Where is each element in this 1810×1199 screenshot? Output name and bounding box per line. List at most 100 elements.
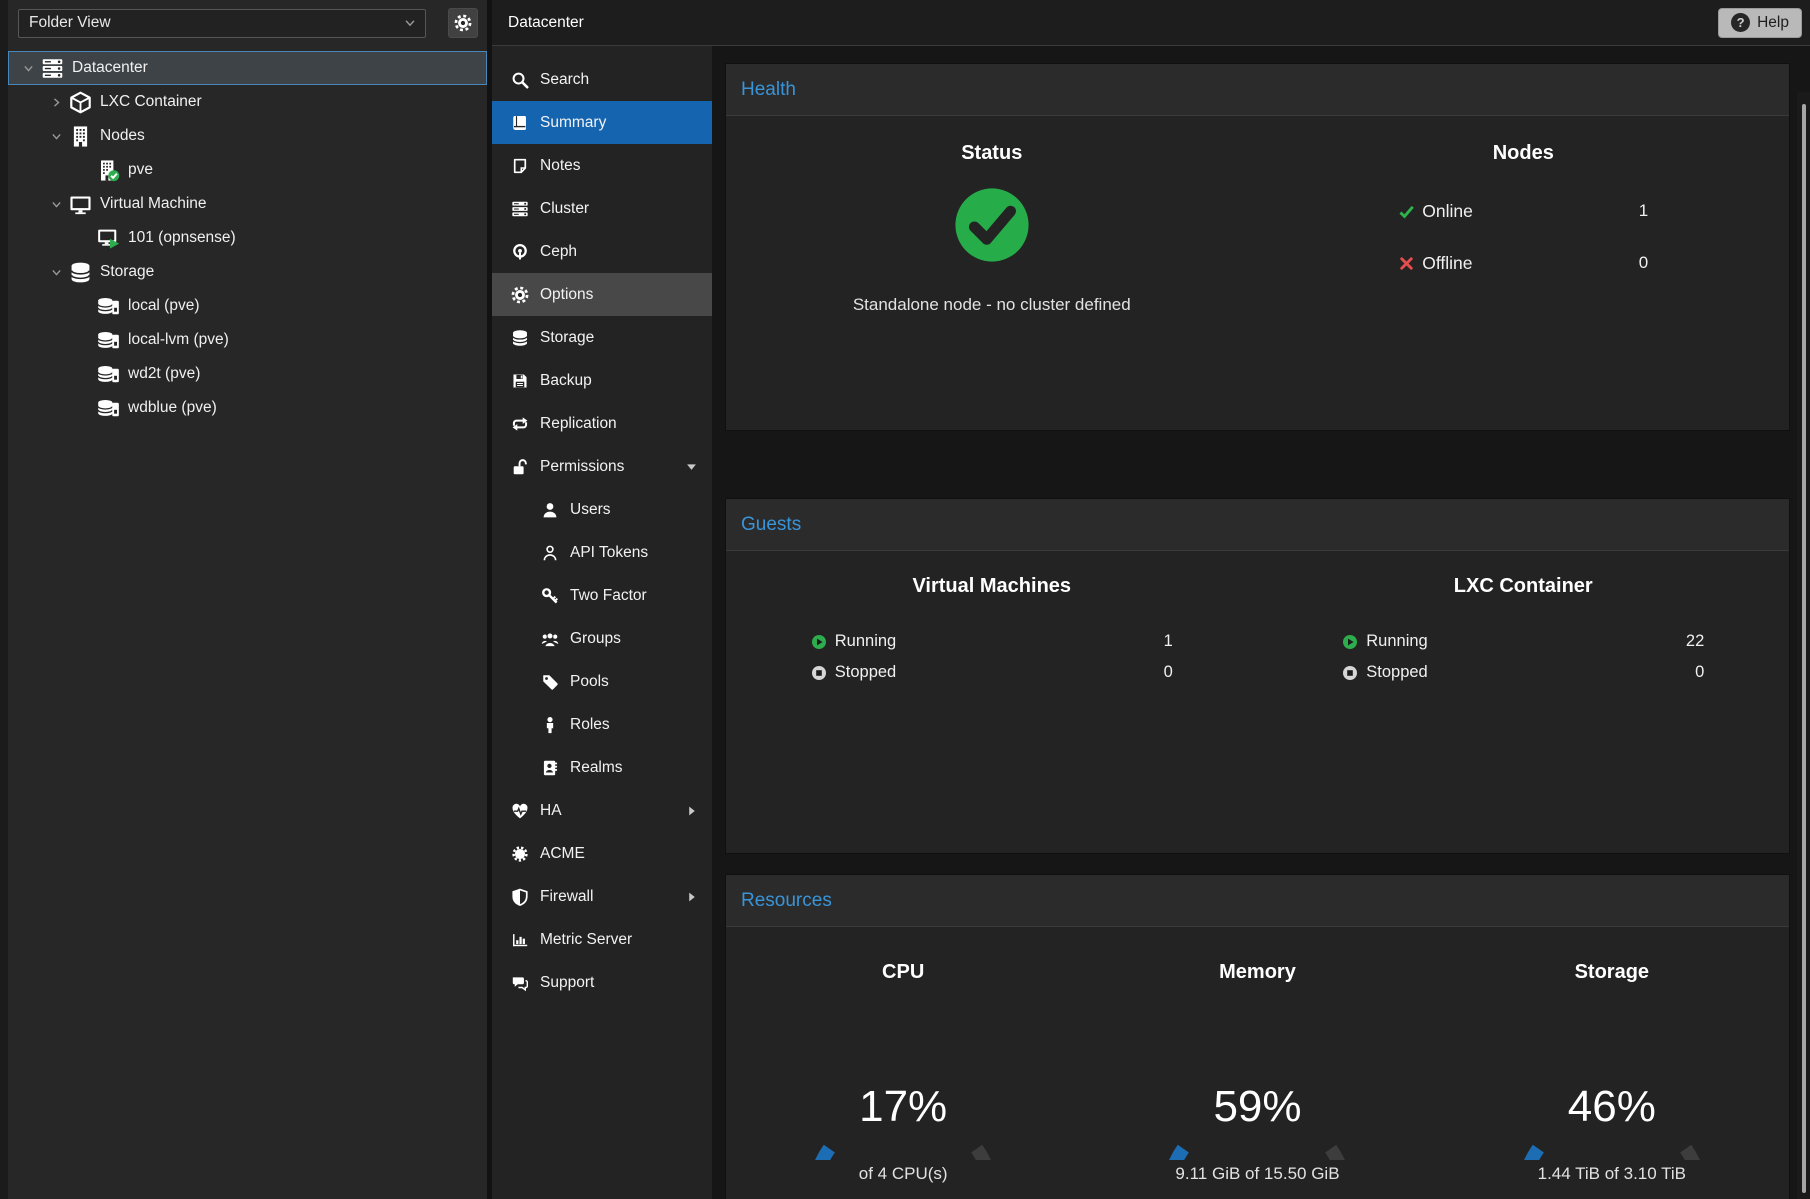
guest-row-count: 0 <box>1695 663 1705 681</box>
tree-settings-button[interactable] <box>448 8 478 38</box>
nav-item-summary[interactable]: Summary <box>492 101 712 144</box>
gauge-heading: CPU <box>882 961 925 983</box>
chevron-down-icon <box>23 65 33 72</box>
note-icon <box>513 158 527 173</box>
vertical-scrollbar[interactable] <box>1797 92 1810 1199</box>
nav-menu: Search Summary Notes Cluster Ceph Options Stor… <box>492 46 712 1199</box>
tree-expander[interactable] <box>45 266 67 279</box>
users-icon <box>541 632 559 647</box>
tree-item-datacenter[interactable]: Datacenter <box>8 51 487 85</box>
nav-item-support[interactable]: Support <box>492 961 712 1004</box>
tree-item-label: local-lvm (pve) <box>128 331 229 348</box>
database-icon <box>512 329 528 346</box>
user-outline-icon <box>543 545 557 560</box>
gauge-arc <box>1523 1144 1700 1160</box>
help-button[interactable]: ? Help <box>1718 7 1802 38</box>
tree-expander[interactable] <box>45 130 67 143</box>
building-icon <box>73 125 87 147</box>
nav-item-groups[interactable]: Groups <box>492 617 712 660</box>
nav-item-realms[interactable]: Realms <box>492 746 712 789</box>
nav-item-label: Metric Server <box>540 930 633 948</box>
tree-item-wd2t-pve[interactable]: wd2t (pve) <box>8 357 487 391</box>
tree-item-101-opnsense[interactable]: 101 (opnsense) <box>8 221 487 255</box>
view-selector-combobox[interactable]: Folder View <box>18 8 426 38</box>
nav-item-search[interactable]: Search <box>492 58 712 101</box>
nav-item-metric-server[interactable]: Metric Server <box>492 918 712 961</box>
nav-item-pools[interactable]: Pools <box>492 660 712 703</box>
server-icon <box>42 58 62 78</box>
nav-item-backup[interactable]: Backup <box>492 359 712 402</box>
tree-item-virtual-machine[interactable]: Virtual Machine <box>8 187 487 221</box>
nav-item-acme[interactable]: ACME <box>492 832 712 875</box>
right-region: Datacenter ? Help Search Summary Notes Clus… <box>492 0 1810 1199</box>
expand-arrow[interactable] <box>685 890 698 903</box>
memory-gauge: 59% <box>1122 998 1392 1160</box>
view-selector-value: Folder View <box>29 14 111 31</box>
tree-expander[interactable] <box>17 62 39 75</box>
nodes-column: Nodes Online 1 Offline 0 <box>1258 116 1790 315</box>
nav-item-replication[interactable]: Replication <box>492 402 712 445</box>
health-panel-header: Health <box>726 64 1789 116</box>
gauge-detail: of 4 CPU(s) <box>858 1164 948 1183</box>
tree-item-storage[interactable]: Storage <box>8 255 487 289</box>
guest-row-label: Running <box>834 632 897 650</box>
database-drive-icon <box>97 399 119 416</box>
user-icon <box>543 502 557 517</box>
nav-item-label: Roles <box>570 715 610 733</box>
resources-panel-title: Resources <box>741 889 832 911</box>
nav-item-ceph[interactable]: Ceph <box>492 230 712 273</box>
tree-item-local-pve[interactable]: local (pve) <box>8 289 487 323</box>
tree-item-nodes[interactable]: Nodes <box>8 119 487 153</box>
nav-item-two-factor[interactable]: Two Factor <box>492 574 712 617</box>
cpu-gauge: 17% <box>768 998 1038 1160</box>
nav-item-cluster[interactable]: Cluster <box>492 187 712 230</box>
guests-column-heading: Virtual Machines <box>912 575 1072 597</box>
tree-item-label: wdblue (pve) <box>128 399 217 416</box>
nav-item-users[interactable]: Users <box>492 488 712 531</box>
guest-row-running: Running 1 <box>811 626 1173 657</box>
node-status-label: Offline <box>1422 253 1473 273</box>
tree-item-pve[interactable]: pve <box>8 153 487 187</box>
guest-row-stopped: Stopped 0 <box>1342 657 1704 688</box>
expand-arrow[interactable] <box>685 804 698 817</box>
tree-item-lxc-container[interactable]: LXC Container <box>8 85 487 119</box>
tree-expander[interactable] <box>45 198 67 211</box>
tree-item-label: Nodes <box>100 127 145 144</box>
nav-item-permissions[interactable]: Permissions <box>492 445 712 488</box>
guest-row-label: Stopped <box>1366 663 1428 681</box>
ceph-icon <box>513 243 527 259</box>
nav-item-firewall[interactable]: Firewall <box>492 875 712 918</box>
health-panel: Health Status Standalone node - no clust… <box>725 63 1790 431</box>
nav-item-options[interactable]: Options <box>492 273 712 316</box>
database-drive-icon <box>97 297 119 314</box>
guest-row-count: 1 <box>1163 632 1173 650</box>
gauge-column-memory: Memory 59% 9.11 GiB of 15.50 GiB <box>1080 927 1434 1184</box>
nav-item-api-tokens[interactable]: API Tokens <box>492 531 712 574</box>
scrollbar-thumb[interactable] <box>1802 104 1806 1193</box>
chevron-right-icon <box>53 97 60 107</box>
nav-item-label: Search <box>540 70 590 88</box>
seal-icon <box>512 845 528 862</box>
status-column: Status Standalone node - no cluster defi… <box>726 116 1258 315</box>
collapse-arrow[interactable] <box>685 460 698 473</box>
unlock-icon <box>513 458 527 474</box>
tree-item-label: Storage <box>100 263 155 280</box>
key-icon <box>542 587 558 603</box>
tree-item-local-lvm-pve[interactable]: local-lvm (pve) <box>8 323 487 357</box>
floppy-icon <box>513 373 527 388</box>
node-status-count: 1 <box>1638 201 1649 220</box>
chevron-down-icon <box>51 201 61 208</box>
nav-item-storage[interactable]: Storage <box>492 316 712 359</box>
nav-item-roles[interactable]: Roles <box>492 703 712 746</box>
nav-item-notes[interactable]: Notes <box>492 144 712 187</box>
resource-tree: Datacenter LXC Container Nodes pve Virtual M… <box>8 46 487 425</box>
tree-item-wdblue-pve[interactable]: wdblue (pve) <box>8 391 487 425</box>
tri-right-icon <box>689 892 695 901</box>
nav-item-ha[interactable]: HA <box>492 789 712 832</box>
nav-item-label: HA <box>540 801 562 819</box>
comments-icon <box>512 976 529 991</box>
sidebar-splitter[interactable] <box>487 0 492 1199</box>
gauge-heading: Memory <box>1219 961 1296 983</box>
tree-expander[interactable] <box>45 96 67 109</box>
